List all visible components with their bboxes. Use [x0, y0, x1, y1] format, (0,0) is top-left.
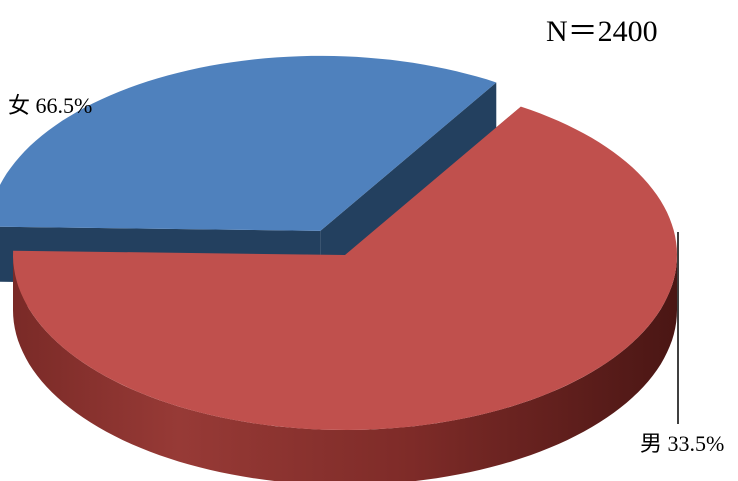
slice-label-male: 男 33.5% — [640, 426, 724, 458]
slice-label-female-name: 女 — [8, 93, 30, 118]
slice-label-male-value: 33.5% — [668, 431, 725, 456]
sample-size-label: N＝2400 — [546, 6, 658, 50]
slice-label-male-name: 男 — [640, 431, 662, 456]
slice-label-female: 女 66.5% — [8, 88, 92, 120]
slice-label-female-value: 66.5% — [36, 93, 93, 118]
